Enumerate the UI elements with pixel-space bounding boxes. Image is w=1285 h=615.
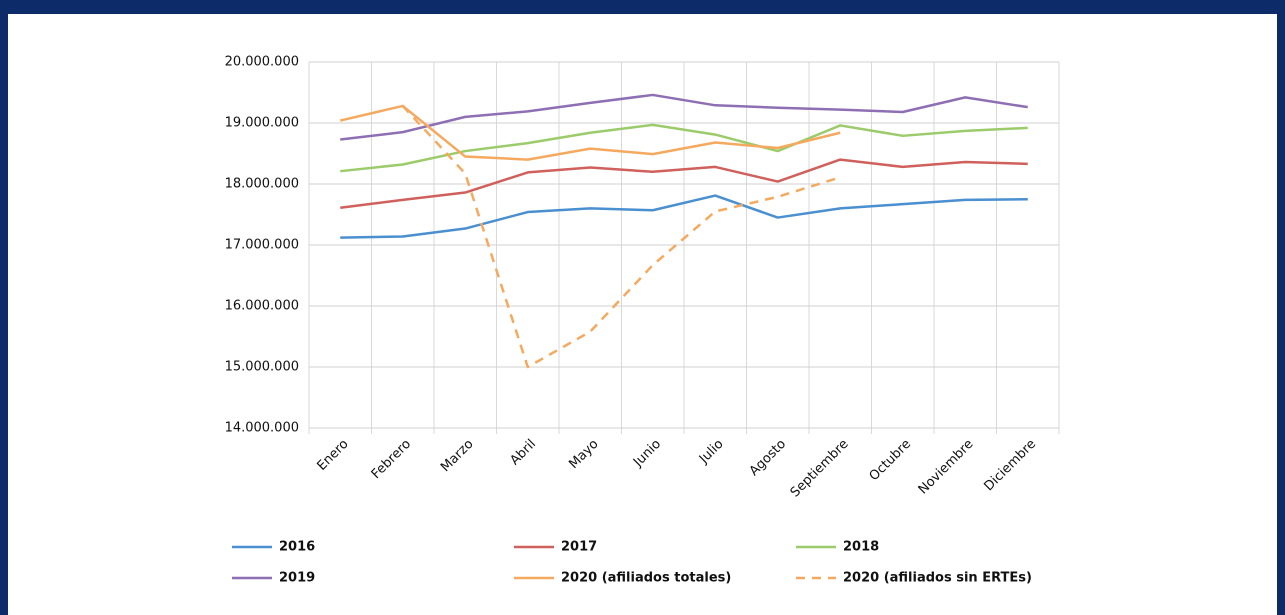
- legend-label: 2018: [843, 540, 879, 555]
- x-tick-label: Febrero: [369, 437, 414, 482]
- x-tick-label: Octubre: [867, 437, 914, 484]
- x-tick-label: Enero: [314, 437, 351, 474]
- y-tick-label: 19.000.000: [225, 116, 299, 131]
- x-tick-label: Septiembre: [788, 437, 852, 501]
- y-tick-label: 18.000.000: [225, 177, 299, 192]
- legend-label: 2019: [279, 571, 315, 586]
- x-tick-label: Abril: [507, 437, 539, 469]
- series-line: [339, 104, 841, 161]
- y-tick-label: 16.000.000: [225, 299, 299, 314]
- legend-label: 2016: [279, 540, 315, 555]
- legend-label: 2020 (afiliados totales): [561, 571, 731, 586]
- x-tick-label: Diciembre: [982, 437, 1040, 495]
- series-line: [401, 105, 841, 369]
- legend-label: 2020 (afiliados sin ERTEs): [843, 571, 1032, 586]
- panel: [8, 14, 1277, 615]
- legend-label: 2017: [561, 540, 597, 555]
- y-tick-label: 15.000.000: [225, 360, 299, 375]
- x-tick-label: Mayo: [566, 437, 601, 472]
- series-line: [340, 194, 1028, 239]
- x-tick-label: Junio: [630, 437, 664, 471]
- y-tick-label: 17.000.000: [225, 238, 299, 253]
- series-line: [340, 123, 1028, 173]
- series-line: [340, 93, 1028, 141]
- y-tick-label: 20.000.000: [225, 55, 299, 70]
- y-tick-label: 14.000.000: [225, 421, 299, 436]
- x-tick-label: Marzo: [438, 437, 476, 475]
- x-tick-label: Noviembre: [916, 437, 977, 498]
- series-line: [340, 158, 1028, 210]
- x-tick-label: Julio: [696, 437, 727, 468]
- x-tick-label: Agosto: [747, 437, 789, 479]
